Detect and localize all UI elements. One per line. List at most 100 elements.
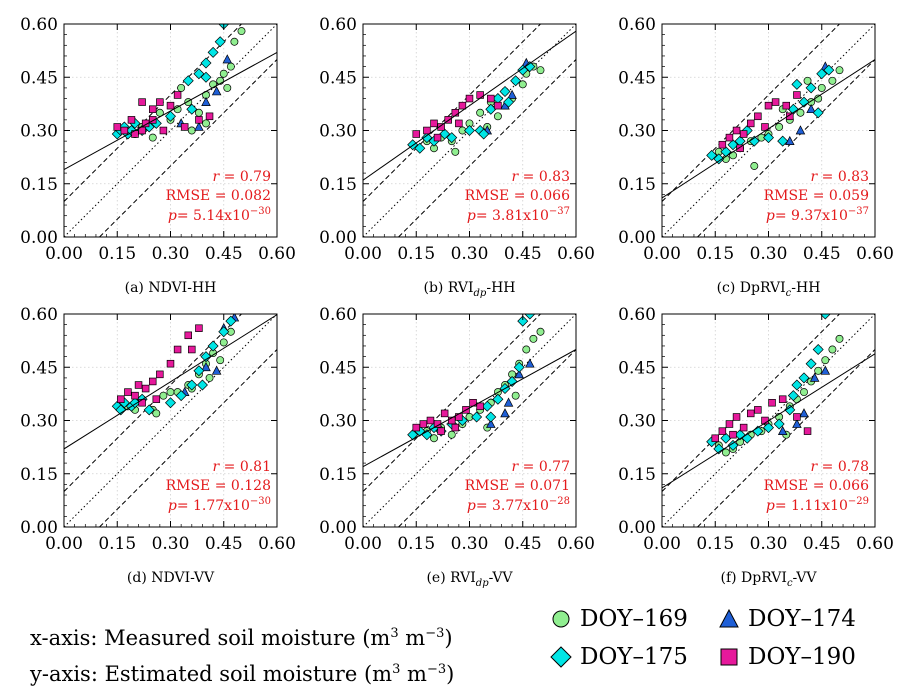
caption-text: (d) NDVI bbox=[127, 570, 190, 586]
data-point-square bbox=[786, 112, 794, 121]
stat-rmse: RMSE = 0.128 bbox=[166, 478, 271, 494]
data-point-circle bbox=[821, 356, 830, 365]
caption-suffix: -VV bbox=[793, 570, 818, 586]
data-point-square bbox=[120, 126, 129, 135]
data-point-square bbox=[195, 324, 203, 332]
x-tick-label: 0.00 bbox=[344, 534, 382, 554]
stat-r: r = 0.81 bbox=[212, 459, 271, 475]
data-point-triangle bbox=[525, 358, 535, 368]
y-tick-label: 0.30 bbox=[618, 412, 656, 432]
data-point-diamond bbox=[812, 344, 824, 355]
plot-area bbox=[363, 314, 576, 527]
data-point-triangle bbox=[201, 361, 211, 372]
stat-p-symbol: p bbox=[467, 498, 476, 514]
data-point-square bbox=[156, 370, 164, 379]
data-point-square bbox=[778, 395, 787, 403]
data-point-square bbox=[725, 420, 734, 428]
data-point-diamond bbox=[485, 411, 497, 423]
data-point-square bbox=[205, 112, 214, 121]
data-point-circle bbox=[237, 27, 246, 36]
x-tick-label: 0.60 bbox=[856, 244, 894, 264]
data-point-square bbox=[166, 101, 175, 110]
data-point-square bbox=[184, 331, 193, 340]
x-tick-label: 0.30 bbox=[750, 534, 788, 554]
data-point-square bbox=[793, 413, 801, 421]
y-tick-label: 0.30 bbox=[20, 412, 58, 432]
panel-caption: (c) DpRVIc-HH bbox=[717, 280, 821, 299]
data-point-diamond bbox=[819, 314, 831, 320]
data-point-square bbox=[173, 345, 182, 354]
data-point-circle bbox=[817, 83, 826, 92]
data-point-diamond bbox=[727, 139, 739, 151]
x-tick-label: 0.15 bbox=[397, 244, 435, 264]
stat-p-mantissa: = 3.77x10 bbox=[476, 498, 549, 514]
data-point-diamond bbox=[196, 379, 208, 391]
data-point-circle bbox=[511, 391, 520, 400]
data-point-square bbox=[149, 377, 157, 386]
y-tick-label: 0.15 bbox=[20, 465, 58, 485]
caption-text: (a) NDVI bbox=[125, 280, 188, 296]
data-point-square bbox=[725, 133, 734, 142]
stat-p-symbol: p bbox=[168, 498, 177, 514]
lower-bound-line bbox=[697, 348, 875, 527]
data-point-circle bbox=[828, 76, 837, 85]
y-tick-label: 0.60 bbox=[20, 305, 58, 325]
y-tick-label: 0.00 bbox=[319, 518, 357, 538]
upper-bound-line bbox=[363, 314, 542, 492]
y-tick-label: 0.00 bbox=[618, 228, 656, 248]
caption-subscript: c bbox=[786, 288, 792, 299]
data-point-diamond bbox=[218, 326, 230, 338]
data-point-circle bbox=[800, 388, 808, 397]
data-point-triangle bbox=[201, 96, 211, 106]
stat-p-exponent: −29 bbox=[848, 496, 869, 507]
data-point-square bbox=[487, 94, 495, 103]
x-tick-label: 0.15 bbox=[696, 534, 734, 554]
data-point-square bbox=[793, 91, 801, 99]
data-point-diamond bbox=[763, 422, 774, 434]
y-tick-label: 0.30 bbox=[319, 122, 357, 142]
upper-bound-line bbox=[64, 24, 243, 202]
y-tick-label: 0.45 bbox=[618, 358, 656, 378]
data-point-circle bbox=[835, 334, 844, 343]
data-point-diamond bbox=[773, 418, 785, 430]
data-point-diamond bbox=[524, 314, 536, 320]
data-point-diamond bbox=[823, 64, 835, 76]
stat-p-mantissa: = 9.37x10 bbox=[775, 208, 848, 224]
data-point-diamond bbox=[414, 142, 426, 154]
data-point-diamond bbox=[200, 351, 212, 363]
caption-subscript: c bbox=[787, 578, 793, 589]
plot-area bbox=[363, 24, 576, 237]
data-point-circle bbox=[430, 434, 438, 443]
data-point-diamond bbox=[713, 153, 725, 165]
data-point-square bbox=[138, 98, 146, 106]
regression-line bbox=[363, 349, 576, 468]
caption-subscript: dp bbox=[474, 288, 487, 299]
data-point-square bbox=[173, 91, 182, 99]
data-point-square bbox=[440, 409, 449, 418]
data-point-circle bbox=[451, 147, 460, 156]
upper-bound-line bbox=[64, 314, 243, 492]
y-tick-label: 0.60 bbox=[20, 15, 58, 35]
y-tick-label: 0.15 bbox=[618, 175, 656, 195]
data-point-square bbox=[739, 130, 748, 138]
data-point-diamond bbox=[524, 61, 536, 73]
stat-p: p= 1.11x10−29 bbox=[766, 496, 869, 514]
y-tick-label: 0.00 bbox=[20, 518, 58, 538]
x-tick-label: 0.15 bbox=[98, 534, 136, 554]
data-point-circle bbox=[803, 76, 812, 85]
stat-p-mantissa: = 1.77x10 bbox=[177, 498, 250, 514]
data-point-triangle bbox=[806, 103, 816, 114]
data-point-circle bbox=[202, 119, 210, 128]
x-tick-label: 0.30 bbox=[750, 244, 788, 264]
y-tick-label: 0.15 bbox=[319, 175, 357, 195]
lower-bound-line bbox=[398, 348, 576, 527]
x-tick-label: 0.15 bbox=[98, 244, 136, 264]
data-point-diamond bbox=[805, 82, 817, 94]
data-point-square bbox=[134, 381, 143, 389]
data-point-square bbox=[736, 144, 744, 153]
stat-p-exponent: −37 bbox=[848, 206, 869, 217]
x-tick-label: 0.45 bbox=[205, 534, 243, 554]
regression-line bbox=[64, 51, 277, 170]
data-point-diamond bbox=[207, 46, 219, 58]
stat-rmse: RMSE = 0.071 bbox=[465, 478, 570, 494]
